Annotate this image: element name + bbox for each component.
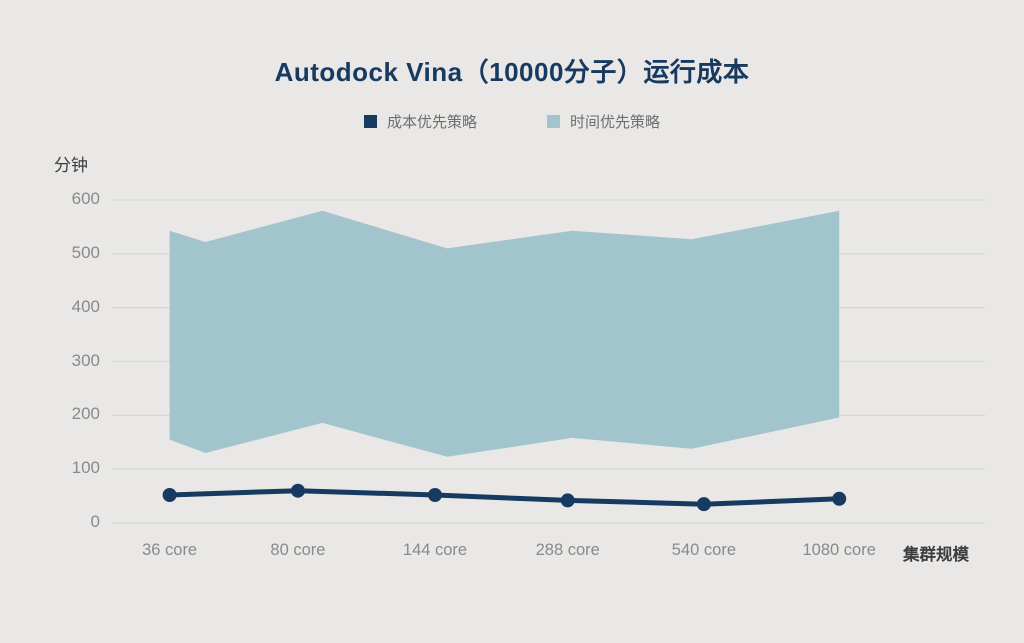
- y-tick-label: 600: [71, 189, 100, 208]
- y-tick-label: 500: [71, 242, 100, 262]
- legend-swatch-lightblue: [547, 115, 560, 128]
- y-tick-label: 0: [90, 512, 100, 531]
- y-axis-unit-label: 分钟: [54, 156, 88, 175]
- x-tick-label: 288 core: [535, 541, 600, 559]
- x-tick-label: 144 core: [402, 541, 468, 559]
- y-tick-label: 100: [71, 458, 100, 478]
- x-axis-unit-label: 集群规模: [903, 546, 969, 564]
- series-line-cost-priority: [167, 488, 842, 507]
- data-point-marker: [832, 491, 847, 506]
- x-tick-label: 540 core: [671, 541, 736, 559]
- data-point-marker: [696, 497, 711, 512]
- legend-item-cost-priority: 成本优先策略: [363, 111, 477, 132]
- data-point-marker: [290, 483, 305, 498]
- y-tick-label: 400: [71, 296, 100, 316]
- x-tick-label: 36 core: [142, 541, 198, 559]
- data-point-marker: [560, 493, 575, 508]
- data-point-marker: [428, 488, 443, 503]
- x-tick-label: 1080 core: [802, 541, 876, 559]
- chart-legend: 成本优先策略 时间优先策略: [0, 111, 1024, 132]
- y-tick-label: 200: [71, 404, 100, 424]
- data-point-marker: [162, 488, 177, 503]
- series-band-time-priority: [169, 210, 840, 457]
- legend-label: 成本优先策略: [386, 114, 477, 131]
- legend-swatch-navy: [363, 115, 377, 128]
- x-tick-label: 80 core: [270, 541, 326, 559]
- y-tick-label: 300: [71, 350, 100, 370]
- chart-title: Autodock Vina（10000分子）运行成本: [274, 57, 750, 87]
- legend-label: 时间优先策略: [570, 114, 661, 131]
- legend-item-time-priority: 时间优先策略: [547, 111, 660, 132]
